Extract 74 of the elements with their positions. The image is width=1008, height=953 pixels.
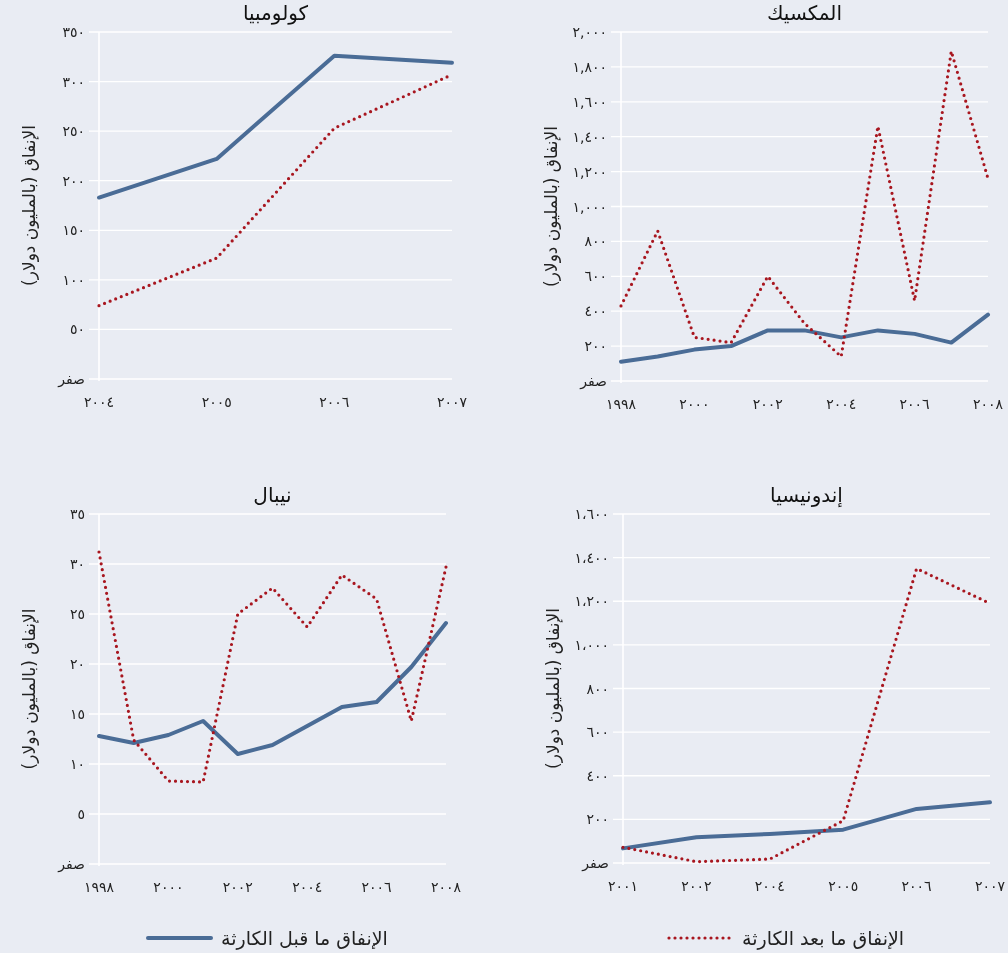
y-tick-label: ١,٤٠٠ [572,128,607,145]
y-tick-label: ٢٠٠ [62,172,85,189]
x-tick-label: ٢٠٠٢ [752,396,783,412]
x-tick-label: ٢٠٠٦ [901,878,932,894]
x-tick-label: ١٩٩٨ [605,396,637,412]
chart-title: المكسيك [767,1,842,25]
y-axis-title: الإنفاق (بالمليون دولار) [19,125,39,286]
x-tick-label: ٢٠٠٤ [292,879,323,895]
y-tick-label: ٣٥ [69,506,85,522]
line-series [97,53,454,200]
y-tick-label: ٤٠٠ [584,303,607,320]
line-series [97,550,448,784]
x-tick-label: ١٩٩٨ [83,879,115,895]
y-tick-label: ١٠٠ [62,271,85,288]
y-tick-label: ١٥ [69,706,85,722]
x-tick-label: ٢٠٠٦ [361,879,392,895]
y-tick-label: ١,٨٠٠ [572,58,607,75]
y-tick-label: ١،٤٠٠ [574,549,609,566]
legend-label: الإنفاق ما قبل الكارثة [221,927,388,950]
x-tick-label: ٢٠٠١ [607,878,639,894]
x-tick-label: ٢٠٠٨ [972,396,1004,412]
x-tick-label: ٢٠٠٤ [754,878,785,894]
y-tick-label: ١,٦٠٠ [572,93,607,110]
y-tick-label: ١،٢٠٠ [574,593,609,610]
y-tick-label: ٦٠٠ [584,268,607,285]
y-tick-label: ١,٢٠٠ [572,163,607,180]
x-tick-label: ٢٠٠٠ [153,879,184,895]
y-tick-label: صفر [581,855,609,872]
x-tick-label: ٢٠٠٥ [201,394,232,410]
x-tick-label: ٢٠٠٦ [899,396,930,412]
y-tick-label: ١٠ [69,756,85,772]
y-tick-label: ٢٠ [69,656,85,672]
x-tick-label: ٢٠٠٤ [826,396,857,412]
line-series [619,49,990,359]
x-tick-label: ٢٠٠٧ [974,878,1006,894]
y-tick-label: ٨٠٠ [586,680,609,697]
y-tick-label: ٢٥٠ [62,123,85,140]
line-series [621,800,992,851]
y-tick-label: ٢٠٠ [584,338,607,355]
y-tick-label: ٥ [77,806,85,822]
x-tick-label: ٢٠٠٦ [319,394,350,410]
y-tick-label: ١،٦٠٠ [574,506,609,522]
legend-label: الإنفاق ما بعد الكارثة [742,927,905,950]
y-tick-label: ٢٥ [69,606,85,622]
line-series [619,312,990,364]
y-tick-label: ٥٠ [69,321,85,338]
y-axis-title: الإنفاق (بالمليون دولار) [541,126,561,287]
x-tick-label: ٢٠٠٧ [436,394,468,410]
y-axis-title: الإنفاق (بالمليون دولار) [19,608,39,770]
x-tick-label: ٢٠٠٤ [83,394,115,410]
y-tick-label: ١،٠٠٠ [574,636,609,653]
x-tick-label: ٢٠٠٨ [430,879,462,895]
y-tick-label: ١٥٠ [62,222,85,239]
y-tick-label: ١,٠٠٠ [572,198,607,215]
y-tick-label: ٣٠٠ [62,73,85,90]
y-tick-label: ٣٠ [69,556,85,572]
line-series [97,621,448,756]
y-tick-label: ٨٠٠ [584,233,607,250]
chart-title: كولومبيا [242,1,309,25]
chart-title: إندونيسيا [770,483,843,508]
chart-title: نيبال [253,483,292,507]
y-tick-label: ٢٠٠ [586,811,609,828]
y-tick-label: صفر [57,856,85,873]
y-tick-label: ٤٠٠ [586,767,609,784]
y-tick-label: ٦٠٠ [586,724,609,741]
y-axis-title: الإنفاق (بالمليون دولار) [543,608,563,769]
x-tick-label: ٢٠٠٢ [681,878,712,894]
x-tick-label: ٢٠٠٠ [679,396,710,412]
y-tick-label: ٢,٠٠٠ [572,24,607,40]
y-tick-label: ٣٥٠ [62,24,85,40]
x-tick-label: ٢٠٠٥ [828,878,859,894]
y-tick-label: صفر [57,371,85,388]
x-tick-label: ٢٠٠٢ [222,879,253,895]
y-tick-label: صفر [579,373,607,390]
